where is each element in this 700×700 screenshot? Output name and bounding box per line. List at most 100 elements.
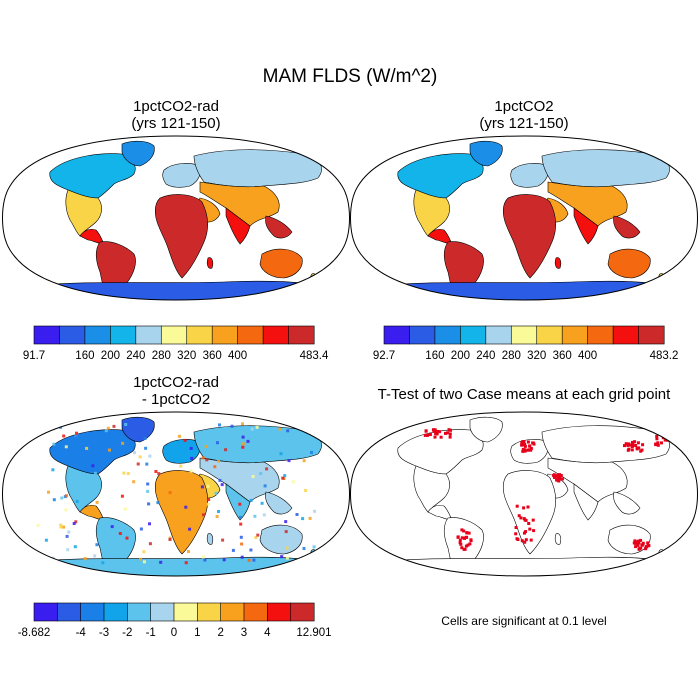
colorbar-tick-label: 360 <box>203 350 222 362</box>
significant-cell <box>529 538 533 542</box>
continent-seasia <box>265 215 293 239</box>
significant-cell <box>400 568 404 572</box>
grid-cell <box>120 494 124 498</box>
continent-africa <box>154 194 208 279</box>
grid-cell <box>95 500 99 504</box>
significant-cell <box>560 477 564 481</box>
significant-cell <box>670 433 674 437</box>
grid-cell <box>252 558 256 562</box>
grid-cell <box>214 491 218 495</box>
grid-cell <box>301 517 305 521</box>
colorbar-swatch <box>243 602 268 622</box>
grid-cell <box>124 423 128 426</box>
grid-cell <box>168 491 172 495</box>
significant-cell <box>428 433 432 436</box>
significant-cell <box>389 569 393 573</box>
grid-cell <box>145 462 149 466</box>
grid-cell <box>313 509 317 513</box>
significant-cell <box>406 569 410 573</box>
significant-cell <box>431 428 435 432</box>
significant-cell <box>459 542 463 546</box>
significant-cell <box>519 516 523 520</box>
continent-india <box>573 483 599 521</box>
colorbar-swatch <box>434 325 461 345</box>
colorbar: -8.682 -4 -3 -2 -1 0 1 2 3 4 12.901 <box>18 602 332 639</box>
grid-cell <box>148 542 152 546</box>
panel-1pctco2-rad: 1pctCO2-rad (yrs 121-150) <box>2 98 350 301</box>
panel-title-line-1: 1pctCO2-rad <box>133 374 219 391</box>
grid-cell <box>249 548 253 552</box>
colorbar-swatch <box>237 325 264 345</box>
significant-cell <box>399 571 403 575</box>
panel-title-line-1: T-Test of two Case means at each grid po… <box>378 386 671 403</box>
grid-cell <box>231 548 235 552</box>
panel-t-test: T-Test of two Case means at each grid po… <box>350 386 698 577</box>
significant-cell <box>438 430 442 434</box>
continent-antarctica <box>378 280 673 300</box>
grid-cell <box>241 445 245 449</box>
grid-cell <box>64 494 68 498</box>
grid-cell <box>74 520 78 524</box>
colorbar-swatch <box>186 325 213 345</box>
world-map-significance <box>350 411 698 577</box>
significant-cell <box>639 538 643 542</box>
significant-cell <box>433 435 437 439</box>
grid-cell <box>308 516 312 520</box>
colorbar-swatch <box>33 325 60 345</box>
significant-cell <box>464 535 468 539</box>
significant-cell <box>398 566 402 570</box>
grid-cell <box>179 464 183 468</box>
grid-cell <box>64 508 68 512</box>
significant-cell <box>559 474 563 477</box>
significant-cell <box>432 429 436 433</box>
significant-cell <box>660 441 663 445</box>
significant-cell <box>382 567 386 571</box>
colorbar-tick-label: 483.2 <box>650 350 679 362</box>
grid-cell <box>302 459 306 463</box>
colorbar-swatch <box>288 325 315 345</box>
colorbar-tick-label: 200 <box>451 350 470 362</box>
grid-cell <box>67 530 71 534</box>
significant-cell <box>531 441 535 445</box>
grid-cell <box>118 532 122 535</box>
colorbar-tick-label: 240 <box>476 350 495 362</box>
grid-cell <box>139 527 143 531</box>
grid-cell <box>280 555 284 559</box>
panel-title-line-2: (yrs 121-150) <box>131 115 220 132</box>
continent-na-south <box>413 189 450 237</box>
grid-cell <box>222 558 226 562</box>
colorbar-tick-label: 12.901 <box>296 627 331 639</box>
grid-cell <box>265 467 269 471</box>
significant-cell <box>520 539 524 543</box>
colorbar-tick-label: 240 <box>126 350 145 362</box>
panel-title-line-2: (yrs 121-150) <box>479 115 568 132</box>
grid-cell <box>148 454 152 458</box>
grid-cell <box>204 445 208 448</box>
significant-cell <box>395 570 398 573</box>
significant-cell <box>439 435 443 439</box>
colorbar-swatch <box>587 325 614 345</box>
panel-title-line-2: - 1pctCO2 <box>142 391 210 408</box>
grid-cell <box>148 522 151 526</box>
significant-cell <box>444 431 447 435</box>
colorbar-swatch <box>485 325 512 345</box>
grid-cell <box>201 456 205 460</box>
grid-cell <box>281 476 285 480</box>
significant-cell <box>627 447 631 451</box>
significance-note: Cells are significant at 0.1 level <box>441 614 606 628</box>
grid-cell <box>144 446 148 450</box>
grid-cell <box>201 555 205 559</box>
grid-cell <box>146 489 150 493</box>
significant-cell <box>655 437 659 441</box>
grid-cell <box>142 560 146 564</box>
grid-cell <box>156 501 160 505</box>
significant-cell <box>635 447 639 451</box>
colorbar-swatch <box>612 325 640 345</box>
grid-cell <box>52 442 56 446</box>
continent-madagascar <box>206 257 214 269</box>
significant-cell <box>448 435 452 439</box>
significant-cell <box>460 536 464 540</box>
colorbar-tick-label: 360 <box>553 350 572 362</box>
significant-cell <box>448 432 452 436</box>
